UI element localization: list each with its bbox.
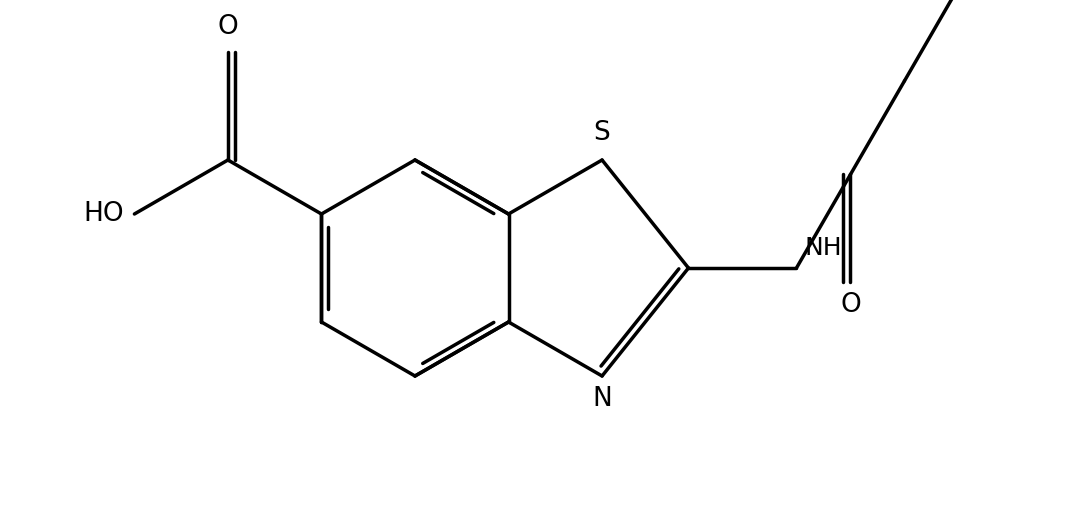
Text: HO: HO (84, 201, 124, 227)
Text: N: N (592, 386, 611, 412)
Text: NH: NH (804, 236, 842, 260)
Text: O: O (218, 14, 238, 40)
Text: S: S (594, 120, 610, 146)
Text: O: O (840, 293, 861, 319)
